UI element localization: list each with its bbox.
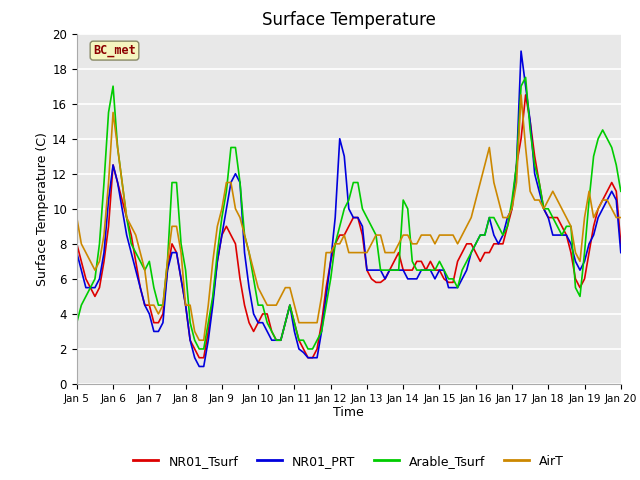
Text: BC_met: BC_met	[93, 44, 136, 57]
NR01_Tsurf	[308, 355, 316, 360]
NR01_PRT	[195, 364, 203, 370]
NR01_PRT	[308, 355, 316, 360]
NR01_Tsurf	[204, 328, 212, 334]
Arable_Tsurf	[445, 276, 452, 282]
Arable_Tsurf	[417, 267, 425, 273]
NR01_Tsurf	[195, 355, 203, 360]
Arable_Tsurf	[617, 188, 625, 194]
NR01_PRT	[417, 267, 425, 273]
NR01_Tsurf	[445, 279, 452, 285]
Arable_Tsurf	[522, 74, 529, 80]
AirT	[308, 320, 316, 325]
Legend: NR01_Tsurf, NR01_PRT, Arable_Tsurf, AirT: NR01_Tsurf, NR01_PRT, Arable_Tsurf, AirT	[129, 450, 569, 473]
AirT	[589, 215, 597, 220]
NR01_PRT	[617, 250, 625, 255]
AirT	[195, 337, 203, 343]
Arable_Tsurf	[195, 346, 203, 352]
NR01_PRT	[445, 285, 452, 290]
NR01_PRT	[517, 48, 525, 54]
Arable_Tsurf	[204, 320, 212, 325]
AirT	[417, 232, 425, 238]
NR01_Tsurf	[417, 258, 425, 264]
AirT	[204, 302, 212, 308]
Arable_Tsurf	[308, 346, 316, 352]
Line: NR01_Tsurf: NR01_Tsurf	[77, 95, 621, 358]
NR01_Tsurf	[522, 92, 529, 98]
NR01_Tsurf	[127, 232, 135, 238]
NR01_Tsurf	[617, 241, 625, 247]
NR01_PRT	[73, 250, 81, 255]
Line: NR01_PRT: NR01_PRT	[77, 51, 621, 367]
NR01_Tsurf	[589, 223, 597, 229]
NR01_Tsurf	[73, 241, 81, 247]
Y-axis label: Surface Temperature (C): Surface Temperature (C)	[36, 132, 49, 286]
NR01_PRT	[127, 250, 135, 255]
AirT	[517, 92, 525, 98]
NR01_PRT	[204, 337, 212, 343]
Line: Arable_Tsurf: Arable_Tsurf	[77, 77, 621, 349]
AirT	[617, 215, 625, 220]
Title: Surface Temperature: Surface Temperature	[262, 11, 436, 29]
Arable_Tsurf	[73, 320, 81, 325]
AirT	[73, 215, 81, 220]
AirT	[445, 232, 452, 238]
Arable_Tsurf	[589, 154, 597, 159]
X-axis label: Time: Time	[333, 407, 364, 420]
AirT	[127, 223, 135, 229]
Line: AirT: AirT	[77, 95, 621, 340]
Arable_Tsurf	[127, 241, 135, 247]
NR01_PRT	[589, 232, 597, 238]
